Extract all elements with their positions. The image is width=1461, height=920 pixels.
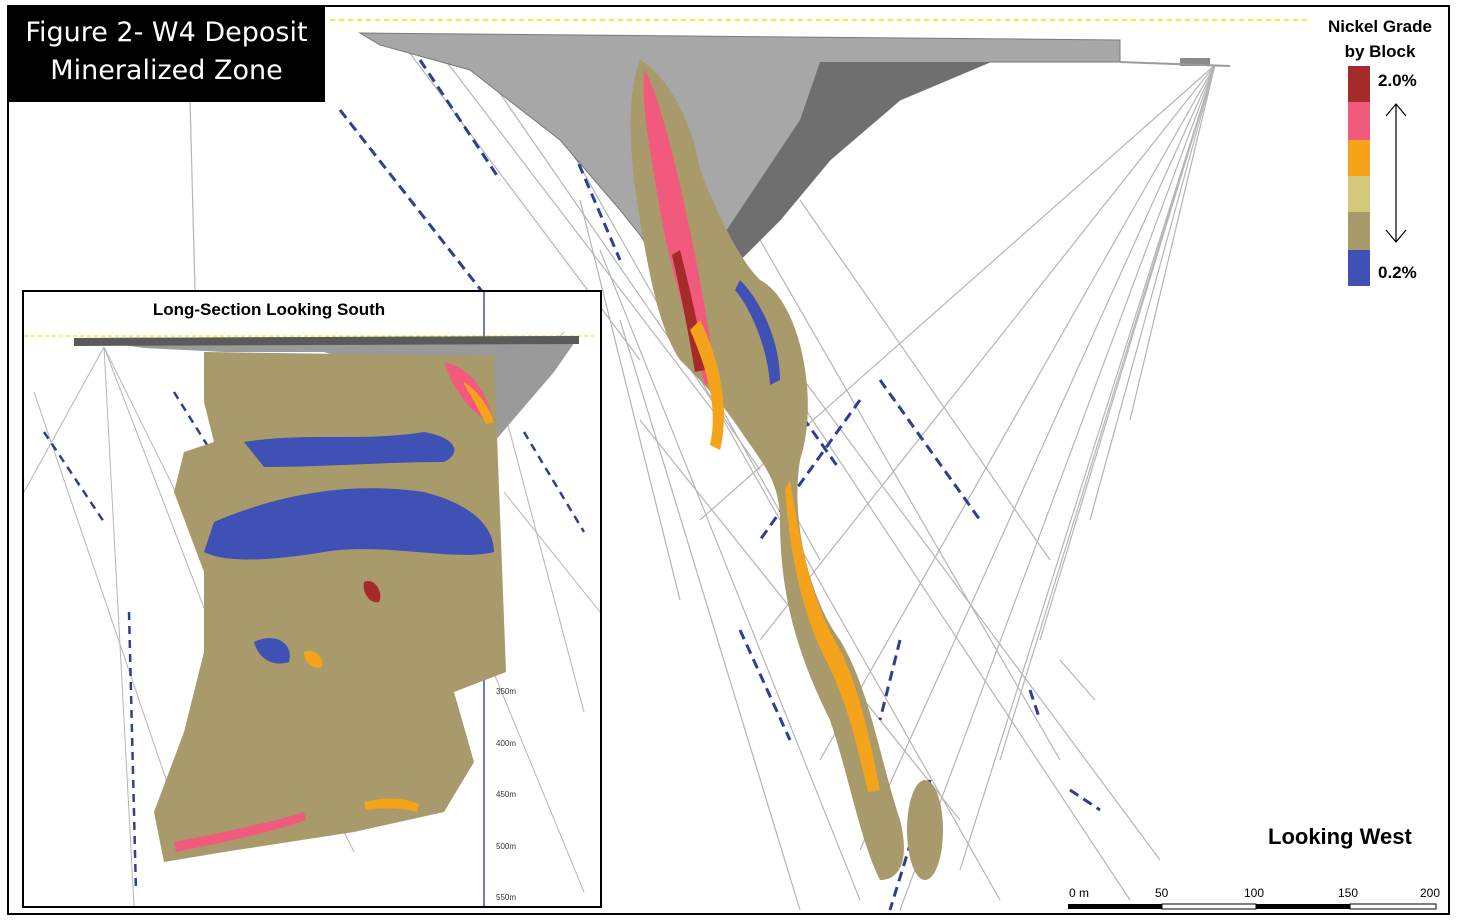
view-direction-label: Looking West	[1268, 824, 1412, 849]
depth-label-400: 400m	[496, 739, 517, 748]
legend-swatch-high	[1348, 66, 1370, 102]
figure-title: Figure 2- W4 Deposit Mineralized Zone	[8, 6, 325, 102]
legend-max-label: 2.0%	[1378, 71, 1417, 90]
depth-label-500: 500m	[496, 842, 517, 851]
legend-colorbar	[1348, 66, 1407, 286]
depth-label-550: 550m	[496, 893, 517, 902]
long-section-inset: Long-Section Looking South 350m 400m 450…	[22, 290, 602, 908]
legend-title: Nickel Grade by Block	[1318, 14, 1442, 64]
legend-swatch-khaki	[1348, 212, 1370, 250]
legend-swatch-light	[1348, 176, 1370, 212]
pit-collar	[1180, 58, 1210, 66]
long-section-diagram	[24, 292, 600, 906]
scale-bar	[1068, 903, 1437, 910]
legend-title-line2: by Block	[1344, 42, 1416, 61]
figure-title-line2: Mineralized Zone	[50, 55, 283, 86]
depth-label-450: 450m	[496, 790, 517, 799]
scale-label-50: 50	[1155, 886, 1169, 900]
legend-swatch-orange	[1348, 140, 1370, 176]
scale-label-100: 100	[1244, 886, 1265, 900]
depth-label-350: 350m	[496, 687, 517, 696]
scale-label-150: 150	[1338, 886, 1359, 900]
inset-drill-intercepts	[42, 391, 586, 893]
drill-holes	[189, 39, 1216, 911]
figure-title-line1: Figure 2- W4 Deposit	[25, 17, 308, 48]
legend-min-label: 0.2%	[1378, 263, 1417, 282]
legend-swatch-low	[1348, 250, 1370, 286]
scale-label-0: 0 m	[1069, 886, 1090, 900]
figure-frame	[7, 5, 1450, 915]
legend-title-line1: Nickel Grade	[1328, 17, 1432, 36]
scale-label-200: 200	[1420, 886, 1441, 900]
inset-title: Long-Section Looking South	[152, 300, 386, 319]
ore-body	[630, 60, 943, 880]
inset-ore-body	[154, 352, 506, 862]
legend-swatch-pink	[1348, 102, 1370, 140]
